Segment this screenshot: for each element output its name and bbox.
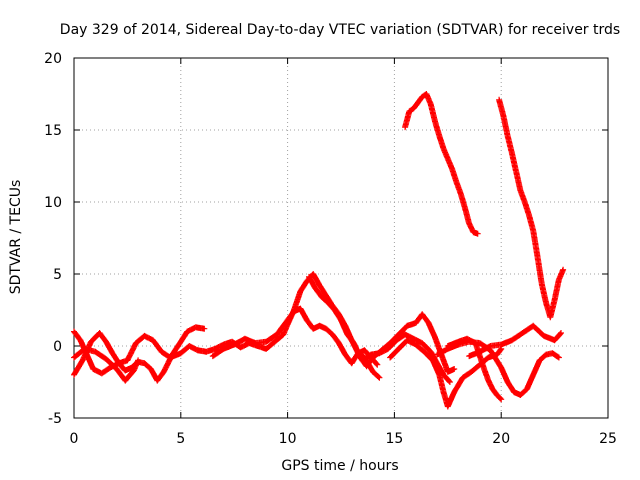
x-tick-labels: 0 5 10 15 20 25 [70,431,617,447]
x-tick-label: 5 [176,431,185,447]
x-axis-label: GPS time / hours [281,458,398,474]
y-tick-label: 20 [44,51,62,67]
grid-lines [74,58,608,418]
y-tick-labels: -5 0 5 10 15 20 [44,51,62,427]
y-tick-label: 15 [44,123,62,139]
series-arc-13 [496,96,567,321]
data-point-markers [71,324,208,384]
plot-frame [73,57,609,419]
series-arc-2 [71,324,208,384]
data-point-markers [496,96,567,321]
series-arc-8 [387,337,505,410]
data-point-markers [466,322,564,360]
x-tick-label: 20 [492,431,510,447]
axis-ticks [73,57,609,419]
data-point-markers [402,91,481,237]
data-point-markers [387,337,505,410]
series-arc-3 [71,345,142,384]
x-tick-label: 0 [70,431,79,447]
y-tick-label: 0 [53,339,62,355]
chart-title: Day 329 of 2014, Sidereal Day-to-day VTE… [60,22,620,38]
y-axis-label: SDTVAR / TECUs [8,180,24,295]
series-arc-11 [466,322,564,360]
x-tick-label: 25 [599,431,617,447]
data-points [71,91,567,410]
y-tick-label: 5 [53,267,62,283]
x-tick-label: 10 [279,431,297,447]
y-tick-label: 10 [44,195,62,211]
series-arc-12 [402,91,481,237]
x-tick-label: 15 [385,431,403,447]
y-tick-label: -5 [48,411,62,427]
data-point-markers [71,345,142,384]
